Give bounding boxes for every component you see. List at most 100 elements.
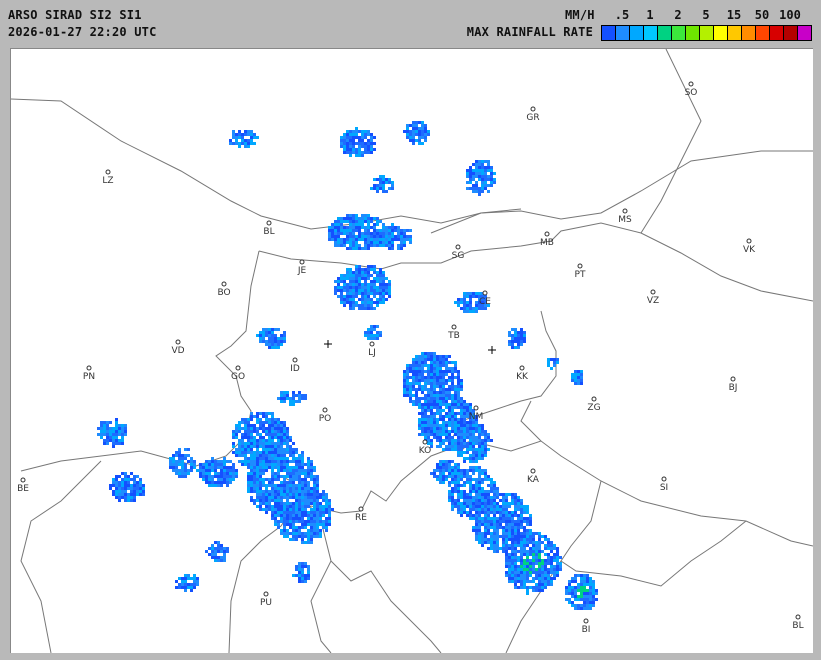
rain-echo (388, 286, 391, 289)
rain-echo (373, 277, 376, 280)
rain-echo (388, 232, 391, 235)
rain-echo (442, 361, 445, 364)
rain-echo (412, 136, 415, 139)
rain-echo (265, 502, 268, 505)
rain-echo (427, 358, 430, 361)
rain-echo (250, 475, 253, 478)
rain-echo (454, 445, 457, 448)
rain-echo (280, 337, 283, 340)
rain-echo (454, 403, 457, 406)
rain-echo (355, 220, 358, 223)
rain-echo (523, 331, 526, 334)
rain-echo (481, 442, 484, 445)
rain-echo (457, 397, 460, 400)
rain-echo (253, 502, 256, 505)
rain-echo (358, 151, 361, 154)
rain-echo (490, 172, 493, 175)
rain-echo (466, 172, 469, 175)
rain-echo (262, 436, 265, 439)
rain-echo (373, 283, 376, 286)
rain-echo (364, 274, 367, 277)
rain-echo (457, 433, 460, 436)
rain-echo (298, 532, 301, 535)
rain-echo (469, 430, 472, 433)
rain-echo (511, 346, 514, 349)
rain-echo (232, 445, 235, 448)
rain-echo (358, 136, 361, 139)
rain-echo (430, 403, 433, 406)
radar-map[interactable]: GR SO LZ MS MB BL VK SG JE PT BO CE VZ TB VD LJ KK PN GO ID… (10, 48, 813, 653)
rain-echo (382, 298, 385, 301)
rain-echo (340, 226, 343, 229)
rain-echo (346, 235, 349, 238)
rain-echo (439, 367, 442, 370)
rain-echo (391, 235, 394, 238)
rain-echo (244, 427, 247, 430)
rain-echo (469, 307, 472, 310)
rain-echo (346, 247, 349, 250)
rain-echo (346, 220, 349, 223)
rain-echo (241, 142, 244, 145)
rain-echo (475, 175, 478, 178)
rain-echo (238, 454, 241, 457)
rain-echo (367, 142, 370, 145)
rain-echo (460, 427, 463, 430)
rain-echo (346, 301, 349, 304)
rain-echo (364, 235, 367, 238)
rain-echo (295, 451, 298, 454)
rain-echo (280, 457, 283, 460)
rain-echo (424, 397, 427, 400)
rain-echo (301, 454, 304, 457)
rain-echo (307, 493, 310, 496)
rain-echo (265, 340, 268, 343)
rain-echo (280, 334, 283, 337)
rain-echo (232, 133, 235, 136)
rain-echo (352, 283, 355, 286)
rain-echo (424, 355, 427, 358)
rain-echo (418, 403, 421, 406)
rain-echo (265, 415, 268, 418)
rain-echo (418, 136, 421, 139)
rain-echo (256, 442, 259, 445)
rain-echo (439, 385, 442, 388)
rain-echo (271, 451, 274, 454)
rain-echo (484, 442, 487, 445)
rain-echo (484, 301, 487, 304)
rain-echo (364, 292, 367, 295)
rain-echo (352, 217, 355, 220)
rain-echo (379, 232, 382, 235)
rain-echo (358, 229, 361, 232)
rain-echo (412, 142, 415, 145)
rain-echo (427, 367, 430, 370)
rain-echo (412, 121, 415, 124)
rain-echo (448, 379, 451, 382)
rain-echo (442, 400, 445, 403)
rain-echo (268, 502, 271, 505)
rain-echo (439, 397, 442, 400)
rain-echo (421, 430, 424, 433)
rain-echo (250, 430, 253, 433)
border-line (520, 400, 542, 442)
rain-echo (262, 478, 265, 481)
rain-echo (358, 148, 361, 151)
rain-echo (355, 265, 358, 268)
rain-echo (259, 433, 262, 436)
rain-echo (475, 436, 478, 439)
rain-echo (382, 238, 385, 241)
rain-echo (310, 475, 313, 478)
rain-echo (238, 442, 241, 445)
rain-echo (262, 430, 265, 433)
rain-echo (238, 427, 241, 430)
rain-echo (430, 427, 433, 430)
rain-echo (256, 499, 259, 502)
rain-echo (355, 226, 358, 229)
rain-echo (388, 295, 391, 298)
rain-echo (484, 295, 487, 298)
rain-echo (376, 220, 379, 223)
rain-echo (340, 298, 343, 301)
legend-tick: 100 (779, 8, 801, 22)
rain-echo (445, 388, 448, 391)
rain-echo (352, 286, 355, 289)
rain-echo (343, 298, 346, 301)
rain-echo (460, 412, 463, 415)
